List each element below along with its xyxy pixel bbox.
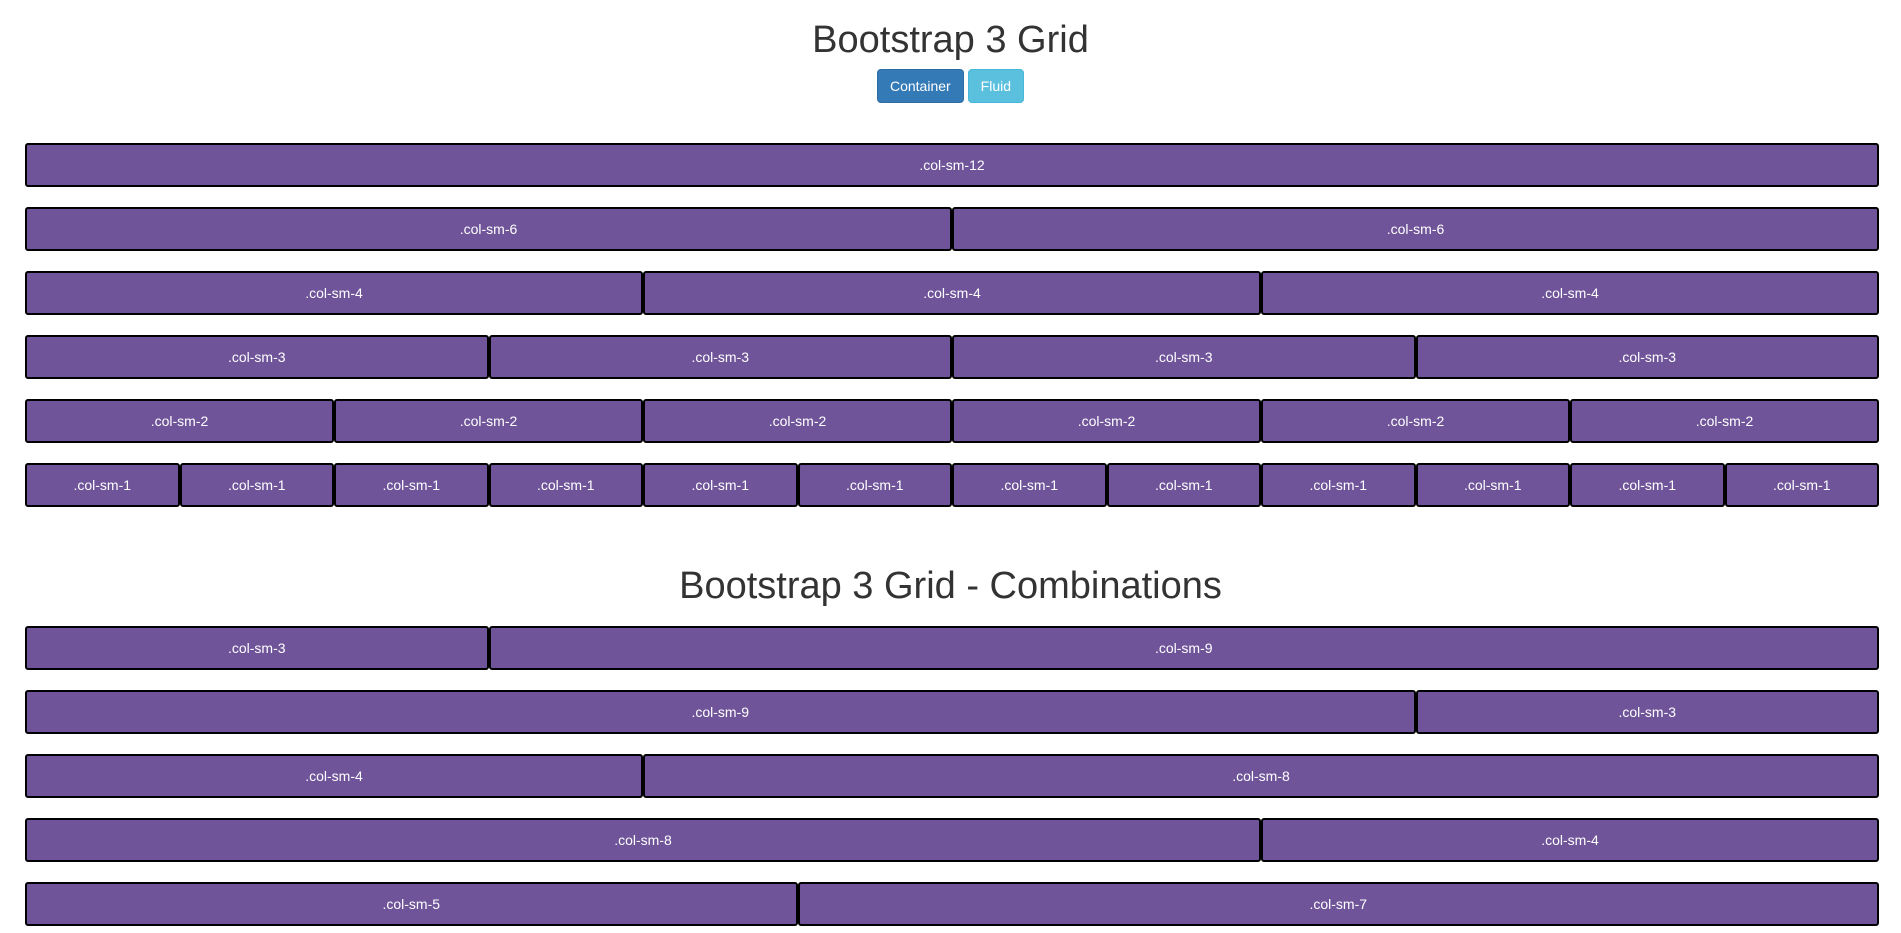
- grid-column: .col-sm-9: [25, 690, 1416, 734]
- combo-row: .col-sm-4 .col-sm-8: [25, 754, 1879, 798]
- page-title: Bootstrap 3 Grid: [812, 19, 1089, 61]
- grid-column: .col-sm-6: [25, 207, 952, 251]
- grid-column: .col-sm-3: [1415, 690, 1879, 734]
- grid-column: .col-sm-2: [643, 399, 952, 443]
- grid-column: .col-sm-1: [952, 463, 1107, 507]
- combinations-title: Bootstrap 3 Grid - Combinations: [679, 565, 1222, 607]
- grid-column: .col-sm-9: [488, 626, 1879, 670]
- grid-column: .col-sm-3: [1415, 335, 1879, 379]
- grid-column: .col-sm-2: [1261, 399, 1570, 443]
- grid-column: .col-sm-4: [643, 271, 1261, 315]
- grid-row: .col-sm-12: [25, 143, 1879, 187]
- grid-column: .col-sm-4: [1261, 818, 1879, 862]
- grid-column: .col-sm-3: [25, 335, 489, 379]
- combo-row: .col-sm-9 .col-sm-3: [25, 690, 1879, 734]
- grid-column: .col-sm-4: [1261, 271, 1879, 315]
- grid-column: .col-sm-1: [1724, 463, 1879, 507]
- grid-column: .col-sm-4: [25, 754, 643, 798]
- grid-combinations: .col-sm-3 .col-sm-9 .col-sm-9 .col-sm-3 .col…: [25, 626, 1879, 933]
- grid-column: .col-sm-1: [1570, 463, 1725, 507]
- grid-column: .col-sm-3: [25, 626, 489, 670]
- grid-column: .col-sm-1: [334, 463, 489, 507]
- grid-column: .col-sm-3: [488, 335, 952, 379]
- grid-row: .col-sm-3 .col-sm-3 .col-sm-3 .col-sm-3: [25, 335, 1879, 379]
- grid-column: .col-sm-8: [643, 754, 1879, 798]
- grid-column: .col-sm-12: [25, 143, 1879, 187]
- grid-column: .col-sm-2: [25, 399, 334, 443]
- grid-column: .col-sm-1: [488, 463, 643, 507]
- grid-column: .col-sm-1: [643, 463, 798, 507]
- combo-row: .col-sm-3 .col-sm-9: [25, 626, 1879, 670]
- grid-column: .col-sm-7: [797, 882, 1879, 926]
- grid-column: .col-sm-1: [1415, 463, 1570, 507]
- grid-column: .col-sm-3: [952, 335, 1416, 379]
- grid-row: .col-sm-4 .col-sm-4 .col-sm-4: [25, 271, 1879, 315]
- grid-column: .col-sm-1: [1261, 463, 1416, 507]
- grid-column: .col-sm-8: [25, 818, 1261, 862]
- grid-column: .col-sm-2: [952, 399, 1261, 443]
- grid-column: .col-sm-1: [797, 463, 952, 507]
- grid-column: .col-sm-4: [25, 271, 643, 315]
- grid-column: .col-sm-1: [25, 463, 180, 507]
- grid-row: .col-sm-6 .col-sm-6: [25, 207, 1879, 251]
- grid-column: .col-sm-2: [334, 399, 643, 443]
- grid-row: .col-sm-2 .col-sm-2 .col-sm-2 .col-sm-2 .col…: [25, 399, 1879, 443]
- combo-row: .col-sm-5 .col-sm-7: [25, 882, 1879, 926]
- grid-column: .col-sm-6: [952, 207, 1879, 251]
- combo-row: .col-sm-8 .col-sm-4: [25, 818, 1879, 862]
- grid-column: .col-sm-1: [1106, 463, 1261, 507]
- fluid-button[interactable]: Fluid: [967, 69, 1025, 103]
- grid-column: .col-sm-1: [179, 463, 334, 507]
- grid-column: .col-sm-2: [1570, 399, 1879, 443]
- grid-row: .col-sm-1 .col-sm-1 .col-sm-1 .col-sm-1 .col…: [25, 463, 1879, 507]
- grid-demo: .col-sm-12 .col-sm-6 .col-sm-6 .col-sm-4 .co…: [25, 143, 1879, 527]
- container-button[interactable]: Container: [876, 69, 964, 103]
- grid-column: .col-sm-5: [25, 882, 798, 926]
- layout-toggle-group: Container Fluid: [0, 69, 1901, 103]
